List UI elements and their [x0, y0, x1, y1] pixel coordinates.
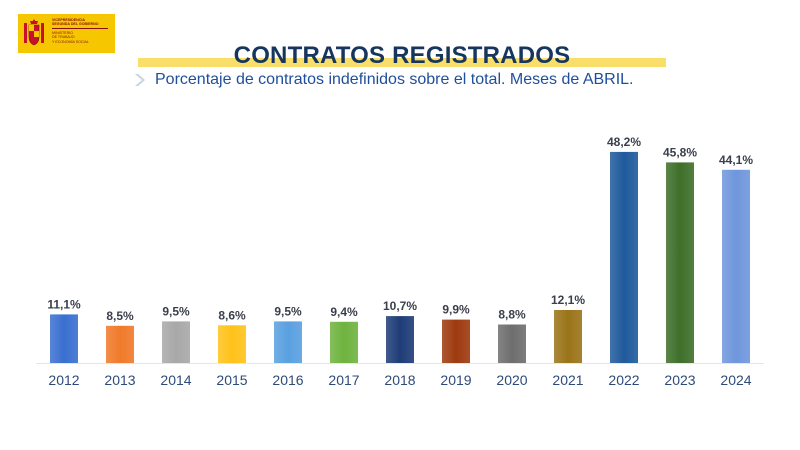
x-tick-2019: 2019: [440, 372, 471, 388]
bar-2017: [330, 321, 358, 363]
x-tick-2016: 2016: [272, 372, 303, 388]
x-tick-2021: 2021: [552, 372, 583, 388]
bar-2022: [610, 151, 638, 363]
x-tick-2014: 2014: [160, 372, 191, 388]
x-tick-2020: 2020: [496, 372, 527, 388]
data-label-2012: 11,1%: [47, 297, 81, 311]
logo-line-4: DE TRABAJO: [52, 35, 75, 40]
x-tick-2017: 2017: [328, 372, 359, 388]
bar-2012: [50, 314, 78, 363]
bar-2014: [162, 321, 190, 363]
data-label-2013: 8,5%: [106, 309, 134, 323]
data-label-2017: 9,4%: [330, 305, 358, 319]
title-underline-bar: [138, 58, 666, 67]
data-label-2019: 9,9%: [442, 303, 470, 317]
x-tick-2024: 2024: [720, 372, 751, 388]
bar-2024: [722, 169, 750, 363]
x-tick-2013: 2013: [104, 372, 135, 388]
logo-line-2: SEGUNDA DEL GOBIERNO: [52, 22, 99, 27]
coat-of-arms-icon: [24, 19, 44, 46]
bar-2020: [498, 324, 526, 363]
bar-2018: [386, 316, 414, 363]
bar-2016: [274, 321, 302, 363]
bar-2013: [106, 325, 134, 363]
data-label-2020: 8,8%: [498, 308, 526, 322]
logo-line-5: Y ECONOMÍA SOCIAL: [52, 39, 89, 44]
logo-line-3: MINISTERIO: [52, 31, 73, 35]
x-tick-2022: 2022: [608, 372, 639, 388]
bar-2019: [442, 319, 470, 363]
title-block: CONTRATOS REGISTRADOS: [138, 40, 666, 69]
data-label-2021: 12,1%: [551, 293, 585, 307]
bar-2023: [666, 162, 694, 363]
x-tick-2023: 2023: [664, 372, 695, 388]
government-logo: VICEPRESIDENCIA SEGUNDA DEL GOBIERNO MIN…: [18, 14, 115, 53]
bar-2015: [218, 325, 246, 363]
logo-line-1: VICEPRESIDENCIA: [52, 18, 85, 22]
x-tick-2018: 2018: [384, 372, 415, 388]
x-tick-2012: 2012: [48, 372, 79, 388]
data-label-2023: 45,8%: [663, 145, 697, 159]
logo-divider: [52, 28, 108, 29]
bar-2021: [554, 310, 582, 363]
data-label-2016: 9,5%: [274, 304, 302, 318]
data-label-2018: 10,7%: [383, 299, 417, 313]
data-label-2022: 48,2%: [607, 135, 641, 149]
chart-subtitle: Porcentaje de contratos indefinidos sobr…: [155, 71, 634, 88]
chevron-right-icon: [135, 74, 145, 86]
data-label-2014: 9,5%: [162, 304, 190, 318]
x-tick-2015: 2015: [216, 372, 247, 388]
chart-title: CONTRATOS REGISTRADOS: [233, 42, 571, 69]
data-label-2024: 44,1%: [719, 153, 753, 167]
data-label-2015: 8,6%: [218, 308, 246, 322]
